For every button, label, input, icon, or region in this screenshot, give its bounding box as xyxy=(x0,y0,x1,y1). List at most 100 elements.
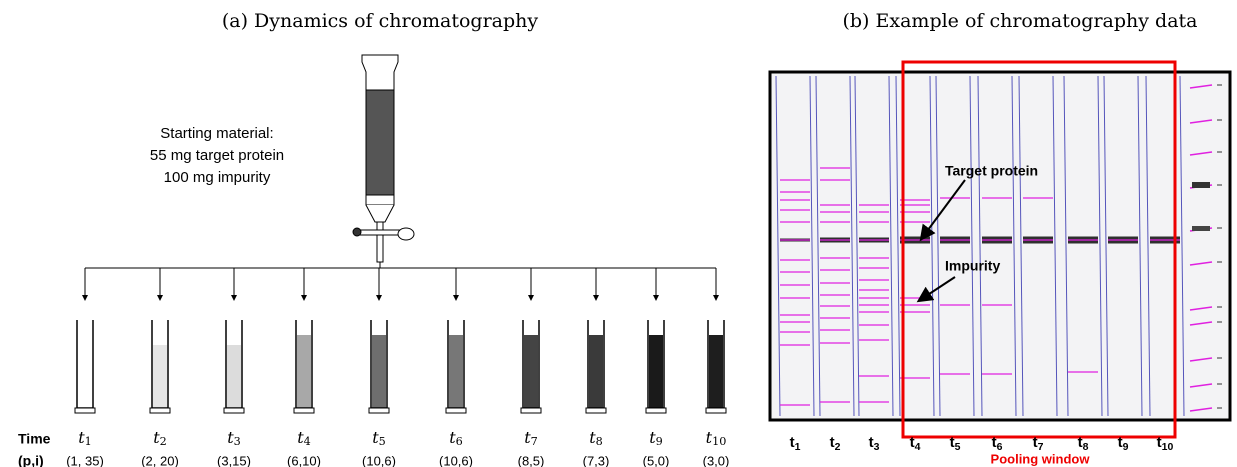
lane-edge xyxy=(929,75,935,417)
marker-band xyxy=(1189,407,1213,412)
lane-edge xyxy=(1018,75,1024,417)
gel xyxy=(768,70,1232,422)
annotation: Impurity xyxy=(945,258,1000,274)
lane-edge xyxy=(775,75,781,417)
symbol: t xyxy=(830,434,835,451)
marker-band xyxy=(1189,357,1213,362)
pi-label: (10,6) xyxy=(439,453,473,467)
marker-band xyxy=(1189,151,1213,156)
subscript: 7 xyxy=(531,435,538,448)
symbol: t xyxy=(78,428,85,447)
lane-edge xyxy=(895,75,901,417)
subscript: 9 xyxy=(656,435,663,448)
sub-label: t7 xyxy=(1033,434,1044,453)
symbol: t xyxy=(869,434,874,451)
subscript: 3 xyxy=(874,441,880,453)
symbol: t xyxy=(449,428,456,447)
lane-edge xyxy=(1103,75,1109,417)
pooling-window xyxy=(901,60,1177,439)
symbol: t xyxy=(372,428,379,447)
pi-label: (3,15) xyxy=(217,453,251,467)
tube-base xyxy=(293,407,315,414)
panel-title: (b) Example of chromatography data xyxy=(842,10,1197,32)
sub-label: t6 xyxy=(449,428,463,449)
marker-band xyxy=(1189,84,1213,89)
tube-base xyxy=(223,407,245,414)
subscript: 4 xyxy=(915,441,921,453)
lane-edge xyxy=(1052,75,1058,417)
pi-label: (2, 20) xyxy=(141,453,179,467)
starting-material: Starting material: xyxy=(160,125,273,142)
lane-edge xyxy=(888,75,894,417)
tube-fill xyxy=(153,345,167,408)
lane-edge xyxy=(1063,75,1069,417)
tube-base xyxy=(645,407,667,414)
symbol: t xyxy=(706,428,713,447)
symbol: t xyxy=(1033,434,1038,451)
symbol: t xyxy=(992,434,997,451)
subscript: 5 xyxy=(379,435,386,448)
sub-label: t5 xyxy=(950,434,961,453)
column xyxy=(352,54,415,263)
sub-label: t2 xyxy=(153,428,167,449)
subscript: 10 xyxy=(712,435,726,448)
lane-edge xyxy=(935,75,941,417)
marker-band xyxy=(1189,306,1213,311)
lane-edge xyxy=(1145,75,1151,417)
pi-label: (3,0) xyxy=(703,453,730,467)
sub-label: t4 xyxy=(297,428,311,449)
symbol: t xyxy=(649,428,656,447)
lane-edge xyxy=(1179,75,1185,417)
arrow xyxy=(916,276,956,303)
pi-label: (10,6) xyxy=(362,453,396,467)
marker-dark xyxy=(1192,226,1210,231)
sub-label: t7 xyxy=(524,428,538,449)
sub-label: t5 xyxy=(372,428,386,449)
lane-edge xyxy=(849,75,855,417)
tube-base xyxy=(149,407,171,414)
sub-label: t6 xyxy=(992,434,1003,453)
tube-fill xyxy=(227,345,241,408)
sub-label: t2 xyxy=(830,434,841,453)
annotation: Target protein xyxy=(945,163,1038,179)
subscript: 9 xyxy=(1123,441,1129,453)
pooling-label: Pooling window xyxy=(991,451,1091,466)
sub-label: t1 xyxy=(790,434,801,453)
sub-label: t10 xyxy=(1157,434,1174,453)
starting-material: 100 mg impurity xyxy=(164,169,271,186)
subscript: 2 xyxy=(160,435,167,448)
tube-fill xyxy=(297,335,311,408)
pi-label: (1, 35) xyxy=(66,453,104,467)
lane-edge xyxy=(1097,75,1103,417)
tube-base xyxy=(445,407,467,414)
tube-fill xyxy=(372,335,386,408)
gel-lanes xyxy=(775,75,1222,417)
subscript: 3 xyxy=(234,435,241,448)
pi-label: (8,5) xyxy=(518,453,545,467)
row-label: Time xyxy=(18,431,51,447)
symbol: t xyxy=(297,428,304,447)
pi-label: (6,10) xyxy=(287,453,321,467)
subscript: 2 xyxy=(835,441,841,453)
symbol: t xyxy=(910,434,915,451)
sub-label: t3 xyxy=(869,434,880,453)
subscript: 4 xyxy=(304,435,311,448)
subscript: 1 xyxy=(85,435,92,448)
lane-edge xyxy=(1011,75,1017,417)
panel-title: (a) Dynamics of chromatography xyxy=(222,10,539,32)
subscript: 6 xyxy=(456,435,463,448)
pi-label: (7,3) xyxy=(583,453,610,467)
tube-fill xyxy=(524,335,538,408)
symbol: t xyxy=(524,428,531,447)
tube-base xyxy=(705,407,727,414)
sub-label: t9 xyxy=(1118,434,1129,453)
sub-label: t4 xyxy=(910,434,921,453)
subscript: 8 xyxy=(596,435,603,448)
symbol: t xyxy=(790,434,795,451)
tube-fill xyxy=(709,335,723,408)
symbol: t xyxy=(153,428,160,447)
pi-label: (5,0) xyxy=(643,453,670,467)
lane-edge xyxy=(977,75,983,417)
subscript: 7 xyxy=(1038,441,1044,453)
